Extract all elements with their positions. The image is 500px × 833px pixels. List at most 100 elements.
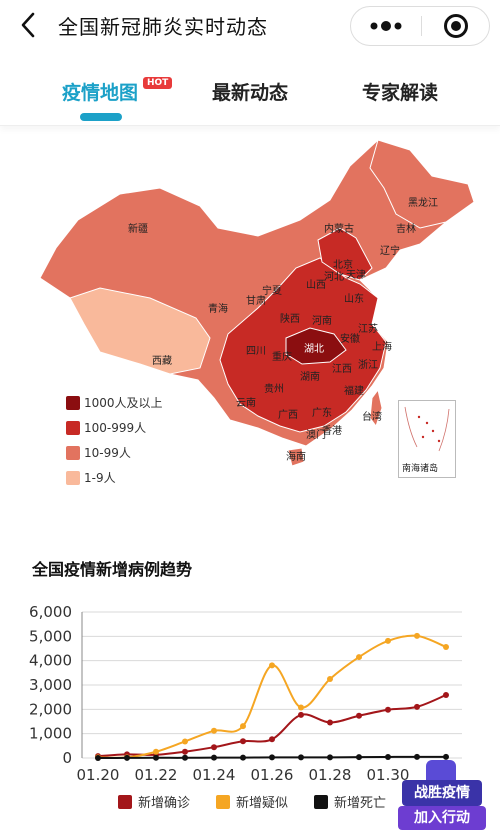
label-taiwan: 台湾 [362,410,382,423]
series-1-point-4[interactable] [211,727,217,734]
label-yunnan: 云南 [236,396,256,409]
legend-item-1000plus[interactable]: 1000人及以上 [66,390,163,415]
series-1-point-7[interactable] [298,704,304,711]
active-tab-indicator [80,113,122,121]
series-1-point-10[interactable] [385,637,391,644]
legend-item-1-9[interactable]: 1-9人 [66,465,163,490]
series-0-point-11[interactable] [414,703,420,710]
label-hunan: 湖南 [300,370,320,383]
series-0-point-6[interactable] [269,736,275,743]
label-jiangxi: 江西 [332,363,352,375]
more-button[interactable] [351,7,421,45]
series-0-point-12[interactable] [443,691,449,698]
y-tick-label: 1,000 [29,725,72,743]
china-map[interactable]: 新疆 黑龙江 吉林 辽宁 内蒙古 北京 天津 河北 山西 山东 宁夏 甘肃 青海… [0,128,500,488]
series-2-point-6[interactable] [269,754,275,761]
legend-label: 100-999人 [84,421,147,435]
series-1-point-8[interactable] [327,675,333,682]
series-0-point-8[interactable] [327,719,333,726]
label-guizhou: 贵州 [264,382,284,395]
y-tick-label: 6,000 [29,603,72,621]
legend-swatch [66,420,80,435]
series-1-point-3[interactable] [182,738,188,745]
legend-swatch [216,794,231,809]
legend-swatch [66,470,80,485]
series-line-0 [97,694,447,758]
legend-label: 1000人及以上 [84,396,163,410]
legend-swatch [118,794,132,809]
series-1-point-12[interactable] [443,643,449,650]
series-2-point-10[interactable] [385,753,391,760]
tab-epidemic-map[interactable]: 疫情地图 [62,82,139,104]
legend-label: 10-99人 [84,446,131,460]
series-0-point-5[interactable] [240,738,246,745]
legend-item-10-99[interactable]: 10-99人 [66,440,163,465]
series-2-point-12[interactable] [443,753,449,760]
series-2-point-9[interactable] [356,754,362,761]
target-close-icon [444,14,468,38]
label-zhejiang: 浙江 [358,359,378,371]
series-2-point-2[interactable] [153,754,159,761]
series-0-point-10[interactable] [385,706,391,713]
y-tick-label: 4,000 [29,652,72,670]
legend-new-suspected[interactable]: 新增疑似 [216,792,288,811]
tab-expert-analysis[interactable]: 专家解读 [362,82,439,104]
promo-top-label: 战胜疫情 [402,780,482,806]
series-2-point-3[interactable] [182,754,188,761]
legend-swatch [66,445,80,460]
capsule-divider [421,16,422,36]
top-nav-bar: 全国新冠肺炎实时动态 [0,0,500,52]
series-1-point-6[interactable] [269,662,275,669]
series-2-point-0[interactable] [95,755,101,761]
series-2-point-11[interactable] [414,753,420,760]
label-shanxi: 山西 [306,279,326,291]
y-tick-label: 0 [62,749,72,767]
south-china-sea-inset[interactable]: 南海诸岛 [398,400,456,478]
promo-bottom-label: 加入行动 [398,806,486,830]
legend-item-100-999[interactable]: 100-999人 [66,415,163,440]
label-neimenggu: 内蒙古 [324,222,354,235]
series-1-point-11[interactable] [414,632,420,639]
region-hebei-shandong [317,227,373,281]
chart-legend: 新增确诊 新增疑似 新增死亡 [118,792,412,811]
label-xinjiang: 新疆 [128,222,148,235]
x-tick-label: 01.26 [251,766,294,784]
hand-icon [426,760,456,782]
series-0-point-3[interactable] [182,748,188,755]
chevron-left-icon [21,12,35,38]
tab-latest-news[interactable]: 最新动态 [212,82,289,104]
x-tick-label: 01.24 [193,766,236,784]
label-qinghai: 青海 [208,302,228,315]
legend-new-deaths[interactable]: 新增死亡 [314,792,386,811]
mini-program-capsule [350,6,490,46]
label-gansu: 甘肃 [246,294,266,307]
series-0-point-9[interactable] [356,712,362,719]
legend-new-confirmed[interactable]: 新增确诊 [118,792,190,811]
back-button[interactable] [14,10,44,40]
region-xizang [69,287,211,375]
legend-label: 新增死亡 [334,796,387,811]
tab-bar: 疫情地图 HOT 最新动态 专家解读 [0,60,500,126]
legend-swatch [314,794,329,809]
label-shaanxi: 陕西 [280,312,300,325]
series-2-point-7[interactable] [298,754,304,761]
x-tick-label: 01.22 [135,766,178,784]
join-action-promo-button[interactable]: 战胜疫情 加入行动 [396,760,488,830]
series-0-point-4[interactable] [211,744,217,751]
series-2-point-8[interactable] [327,754,333,761]
label-shanghai: 上海 [372,340,392,353]
close-button[interactable] [422,7,490,45]
series-2-point-5[interactable] [240,754,246,761]
series-0-point-7[interactable] [298,711,304,718]
y-tick-label: 3,000 [29,676,72,694]
series-1-point-9[interactable] [356,654,362,661]
series-1-point-2[interactable] [153,748,159,755]
legend-label: 1-9人 [84,471,116,485]
series-2-point-4[interactable] [211,754,217,761]
label-jilin: 吉林 [396,222,416,235]
series-1-point-5[interactable] [240,723,246,730]
series-2-point-1[interactable] [124,754,130,761]
trend-line-chart[interactable]: 0 1,000 2,000 3,000 4,000 5,000 6,000 01.20 01.2… [0,596,500,786]
hot-badge: HOT [143,77,173,89]
region-taiwan [369,388,383,428]
